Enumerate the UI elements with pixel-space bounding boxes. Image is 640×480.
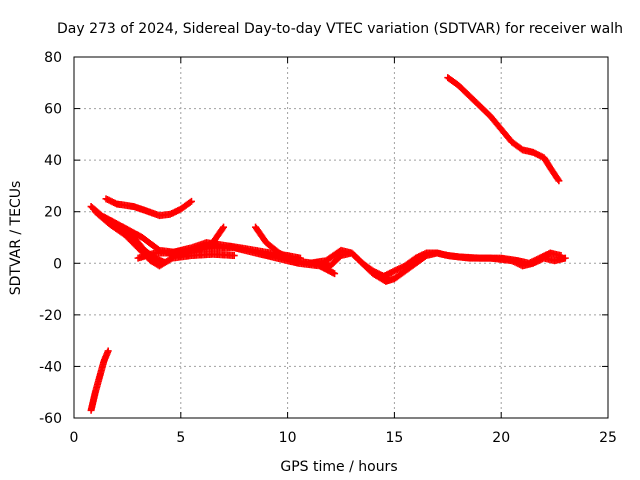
data-point xyxy=(230,252,238,260)
x-tick-label: 10 xyxy=(279,430,297,446)
series-arc-8 xyxy=(252,223,569,285)
y-tick-label: 20 xyxy=(44,205,62,221)
data-point xyxy=(186,198,194,206)
y-tick-label: -60 xyxy=(39,411,62,427)
y-axis-label: SDTVAR / TECUs xyxy=(8,181,24,296)
series-arc-10 xyxy=(444,74,563,185)
data-point xyxy=(331,270,339,278)
y-tick-label: 80 xyxy=(44,50,62,66)
series-arc-9 xyxy=(305,246,565,280)
x-tick-label: 15 xyxy=(385,430,403,446)
x-axis-label: GPS time / hours xyxy=(280,459,397,475)
chart-title: Day 273 of 2024, Sidereal Day-to-day VTE… xyxy=(57,21,623,37)
data-point xyxy=(220,223,228,231)
data-point xyxy=(555,177,563,185)
x-tick-label: 5 xyxy=(176,430,185,446)
series-arc-1 xyxy=(87,347,112,414)
data-point xyxy=(104,347,112,355)
axis-ticks: 0 5 10 15 20 25 -60 -40 -20 0 20 40 60 80 xyxy=(39,50,617,446)
y-tick-label: 40 xyxy=(44,153,62,169)
plot-frame xyxy=(73,56,609,419)
y-tick-label: -40 xyxy=(39,359,62,375)
x-tick-label: 20 xyxy=(492,430,510,446)
data-series xyxy=(87,74,569,414)
data-point xyxy=(554,175,562,183)
data-point xyxy=(557,252,565,260)
y-tick-label: 0 xyxy=(53,256,62,272)
grid xyxy=(74,57,608,418)
series-arc-5 xyxy=(102,195,195,220)
data-point xyxy=(561,254,569,262)
y-tick-label: 60 xyxy=(44,102,62,118)
y-tick-label: -20 xyxy=(39,308,62,324)
data-point xyxy=(219,224,227,232)
x-tick-label: 25 xyxy=(599,430,617,446)
x-tick-label: 0 xyxy=(70,430,79,446)
data-point xyxy=(187,197,195,205)
